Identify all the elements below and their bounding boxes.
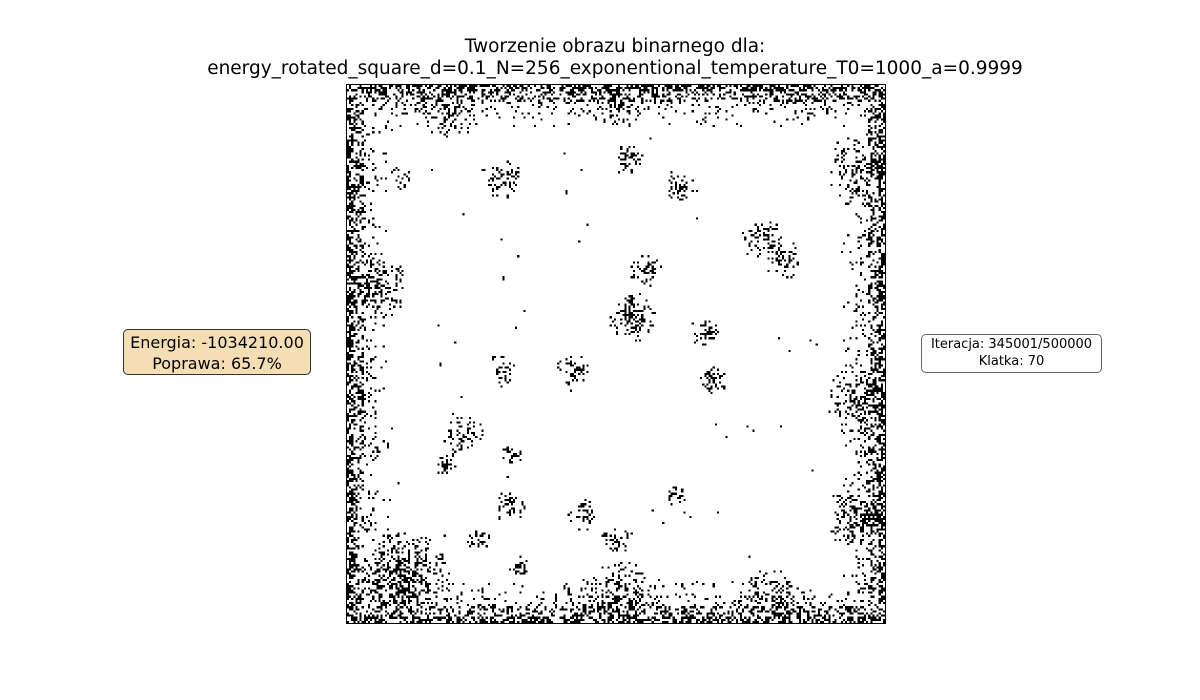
figure-title-line1: Tworzenie obrazu binarnego dla: (464, 36, 766, 57)
figure-title-line2: energy_rotated_square_d=0.1_N=256_expone… (207, 58, 1023, 79)
iteration-info-box: Iteracja: 345001/500000 Klatka: 70 (921, 334, 1102, 373)
improvement-value: Poprawa: 65.7% (152, 354, 282, 373)
binary-image-frame (346, 84, 886, 624)
frame-counter: Klatka: 70 (978, 354, 1045, 369)
energy-info-box: Energia: -1034210.00 Poprawa: 65.7% (123, 329, 311, 375)
binary-image (347, 85, 885, 623)
energy-value: Energia: -1034210.00 (130, 333, 304, 352)
iteration-counter: Iteracja: 345001/500000 (930, 337, 1093, 352)
